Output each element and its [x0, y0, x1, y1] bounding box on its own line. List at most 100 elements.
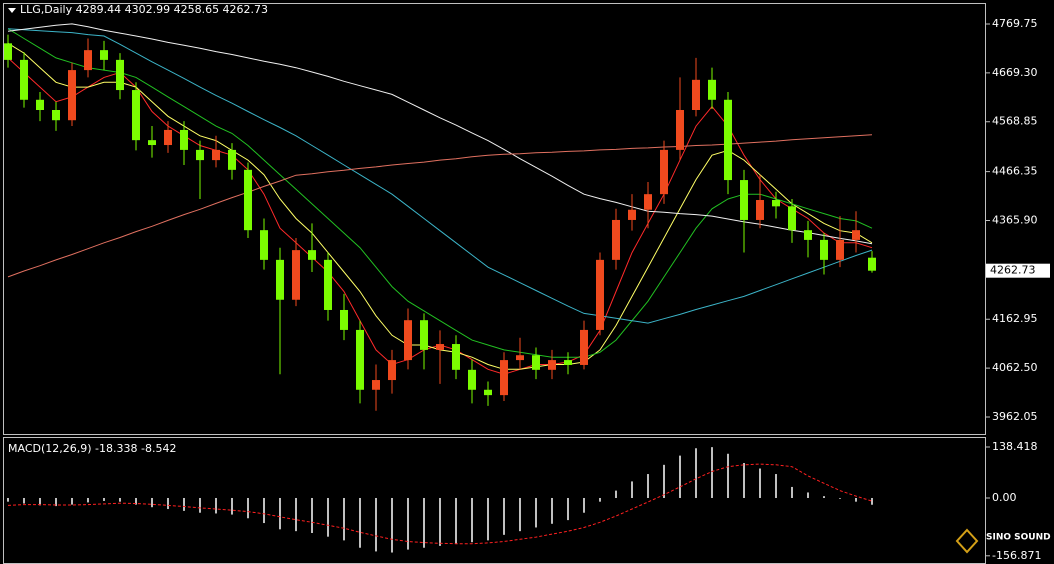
- moving-average: [7, 23, 873, 245]
- macd-bar: [759, 468, 761, 498]
- macd-bar: [119, 497, 121, 502]
- candle-body: [596, 259, 604, 330]
- macd-bar: [231, 497, 233, 515]
- moving-average: [7, 28, 873, 324]
- candle-body: [820, 239, 828, 260]
- candle-body: [324, 259, 332, 310]
- y-tick-label: 4365.90: [992, 213, 1038, 226]
- macd-bar: [135, 497, 137, 505]
- candle-body: [292, 250, 300, 300]
- candle-body: [68, 70, 76, 121]
- logo-icon: [955, 528, 979, 554]
- y-tick-label: 138.418: [992, 440, 1038, 453]
- watermark: SINO SOUND: [986, 533, 1051, 543]
- candle-body: [452, 344, 460, 370]
- y-tick-label: 3962.05: [992, 410, 1038, 423]
- macd-bar: [839, 497, 841, 499]
- candle-body: [548, 360, 556, 370]
- macd-bar: [247, 497, 249, 519]
- candle-body: [756, 200, 764, 220]
- macd-bar: [471, 497, 473, 543]
- y-tick-label: 4062.50: [992, 361, 1038, 374]
- candle-body: [836, 239, 844, 260]
- macd-bar: [615, 490, 617, 498]
- logo: SINO SOUND: [955, 528, 1051, 554]
- candle-body: [132, 90, 140, 141]
- candle-body: [740, 180, 748, 220]
- macd-bar: [295, 497, 297, 532]
- candle-body: [500, 360, 508, 396]
- candle-body: [100, 50, 108, 60]
- y-tick-label: 4466.35: [992, 165, 1038, 178]
- macd-bar: [103, 497, 105, 501]
- macd-bar: [55, 497, 57, 507]
- macd-bar: [199, 497, 201, 513]
- candle-body: [724, 99, 732, 181]
- candle-body: [4, 43, 12, 60]
- candle-body: [116, 59, 124, 91]
- macd-bar: [823, 496, 825, 498]
- macd-bar: [359, 497, 361, 548]
- macd-bar: [535, 497, 537, 528]
- macd-bar: [439, 497, 441, 546]
- menu-arrow: [8, 8, 16, 13]
- macd-bar: [855, 497, 857, 502]
- macd-bar: [263, 497, 265, 524]
- current-price-box: [986, 263, 1050, 278]
- candle-body: [36, 99, 44, 110]
- candle-body: [580, 329, 588, 365]
- macd-bar: [711, 447, 713, 498]
- macd-bar: [167, 497, 169, 510]
- candle-body: [308, 250, 316, 260]
- macd-bar: [647, 474, 649, 498]
- macd-bar: [567, 497, 569, 521]
- current-price-label: 4262.73: [990, 264, 1036, 277]
- y-tick-label: -156.871: [992, 549, 1041, 562]
- candle-body: [660, 149, 668, 195]
- candle-body: [644, 194, 652, 210]
- y-tick-label: 4162.95: [992, 312, 1038, 325]
- macd-bar: [391, 497, 393, 553]
- candle-body: [708, 79, 716, 100]
- macd-bar: [87, 497, 89, 503]
- candle-body: [340, 309, 348, 330]
- candle-body: [164, 129, 172, 146]
- macd-bar: [743, 462, 745, 498]
- candle-body: [388, 360, 396, 381]
- macd-title: MACD(12,26,9) -18.338 -8.542: [8, 442, 176, 455]
- macd-bar: [7, 497, 9, 502]
- candle-body: [52, 109, 60, 121]
- candle-body: [180, 129, 188, 150]
- macd-bar: [407, 497, 409, 550]
- macd-bar: [23, 497, 25, 504]
- macd-bar: [39, 497, 41, 506]
- candle-body: [852, 230, 860, 240]
- candle-body: [436, 344, 444, 350]
- candle-body: [228, 149, 236, 170]
- candle-body: [276, 259, 284, 300]
- y-tick-label: 4769.75: [992, 17, 1038, 30]
- candle-body: [516, 355, 524, 361]
- candle-body: [532, 355, 540, 370]
- macd-bar: [343, 497, 345, 541]
- macd-bar: [519, 497, 521, 532]
- candle-body: [628, 209, 636, 220]
- candle-body: [564, 360, 572, 365]
- macd-bar: [631, 481, 633, 498]
- macd-bar: [695, 448, 697, 498]
- macd-bar: [599, 497, 601, 502]
- moving-average: [7, 28, 873, 358]
- candle-body: [196, 149, 204, 161]
- candle-body: [612, 219, 620, 260]
- macd-bar: [679, 455, 681, 498]
- candle-body: [260, 230, 268, 260]
- candle-body: [212, 149, 220, 161]
- candle-body: [772, 200, 780, 207]
- candle-body: [372, 380, 380, 390]
- macd-bar: [375, 497, 377, 552]
- chart-title: LLG,Daily 4289.44 4302.99 4258.65 4262.7…: [20, 3, 268, 16]
- macd-bar: [663, 464, 665, 498]
- macd-bar: [71, 497, 73, 505]
